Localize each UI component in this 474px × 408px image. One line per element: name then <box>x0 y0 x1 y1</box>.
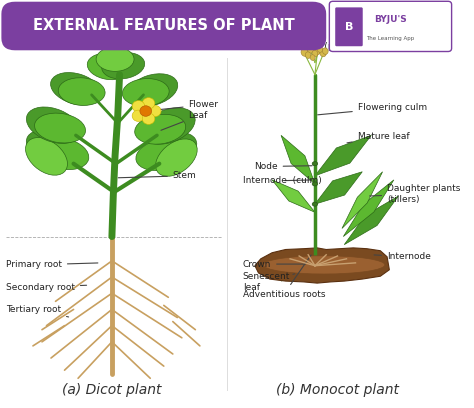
Text: Crown: Crown <box>243 259 305 268</box>
Text: Stem: Stem <box>118 171 197 180</box>
Ellipse shape <box>135 114 186 144</box>
Text: Daughter plants
(tillers): Daughter plants (tillers) <box>370 184 460 204</box>
Ellipse shape <box>27 130 80 169</box>
Text: Secondary root: Secondary root <box>6 283 87 292</box>
Text: Leaf: Leaf <box>161 111 208 130</box>
FancyBboxPatch shape <box>335 7 363 46</box>
Polygon shape <box>315 172 362 204</box>
Text: (b) Monocot plant: (b) Monocot plant <box>276 384 399 397</box>
Ellipse shape <box>51 73 101 105</box>
Ellipse shape <box>145 133 197 171</box>
Ellipse shape <box>322 48 328 54</box>
Text: Flower: Flower <box>148 100 219 111</box>
Ellipse shape <box>141 108 195 144</box>
Circle shape <box>148 105 161 117</box>
Polygon shape <box>281 259 313 281</box>
Text: Primary root: Primary root <box>6 260 98 269</box>
Ellipse shape <box>58 78 105 105</box>
Circle shape <box>140 106 152 116</box>
Ellipse shape <box>312 162 318 166</box>
Ellipse shape <box>26 137 67 175</box>
FancyBboxPatch shape <box>1 2 326 50</box>
Ellipse shape <box>301 48 308 56</box>
Text: Mature leaf: Mature leaf <box>347 132 410 143</box>
Text: Node: Node <box>254 162 312 171</box>
Ellipse shape <box>155 139 197 176</box>
Text: Internode: Internode <box>374 252 431 261</box>
Text: EXTERNAL FEATURES OF PLANT: EXTERNAL FEATURES OF PLANT <box>33 18 295 33</box>
Ellipse shape <box>263 256 385 274</box>
Ellipse shape <box>96 47 134 71</box>
Ellipse shape <box>305 52 311 58</box>
FancyBboxPatch shape <box>329 1 452 51</box>
Text: B: B <box>345 22 353 32</box>
Text: Senescent
leaf: Senescent leaf <box>243 272 295 292</box>
Text: Tertiary root: Tertiary root <box>6 305 69 317</box>
Ellipse shape <box>128 74 178 106</box>
Ellipse shape <box>312 50 318 57</box>
Circle shape <box>142 113 155 124</box>
Ellipse shape <box>314 47 320 55</box>
Ellipse shape <box>36 137 89 170</box>
Polygon shape <box>343 180 394 237</box>
Ellipse shape <box>87 53 130 80</box>
Ellipse shape <box>310 55 315 60</box>
Circle shape <box>132 110 145 122</box>
Text: Inflorescence (panicle type): Inflorescence (panicle type) <box>261 42 387 51</box>
Polygon shape <box>255 248 389 283</box>
Text: (a) Dicot plant: (a) Dicot plant <box>62 384 162 397</box>
Ellipse shape <box>312 182 318 186</box>
Ellipse shape <box>317 46 323 52</box>
Ellipse shape <box>312 202 318 206</box>
Polygon shape <box>342 172 383 228</box>
Text: Internode  (culm): Internode (culm) <box>243 176 321 185</box>
Polygon shape <box>344 196 398 245</box>
Text: The Learning App: The Learning App <box>366 35 414 41</box>
Polygon shape <box>315 135 371 176</box>
Polygon shape <box>272 180 315 212</box>
Ellipse shape <box>27 107 80 144</box>
Ellipse shape <box>320 49 326 57</box>
Ellipse shape <box>122 79 169 106</box>
Ellipse shape <box>35 113 85 143</box>
Ellipse shape <box>307 46 314 53</box>
Circle shape <box>142 98 155 109</box>
Circle shape <box>132 101 145 112</box>
Text: Adventitious roots: Adventitious roots <box>243 255 325 299</box>
Text: BYJU'S: BYJU'S <box>374 16 407 24</box>
Text: Flowering culm: Flowering culm <box>318 103 427 115</box>
Ellipse shape <box>102 53 145 79</box>
Ellipse shape <box>136 139 187 171</box>
Polygon shape <box>281 135 315 184</box>
